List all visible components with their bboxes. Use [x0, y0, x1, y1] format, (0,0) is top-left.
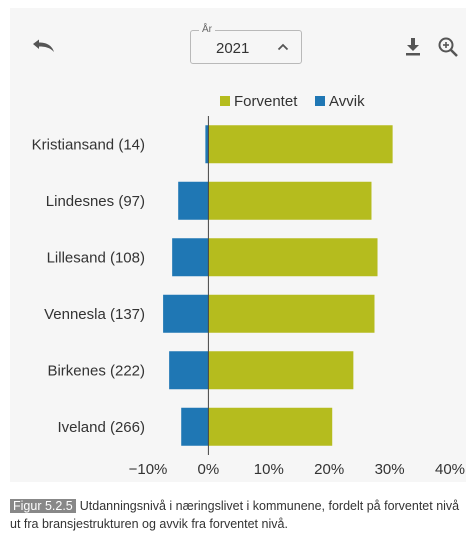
bar-avvik-2 — [178, 181, 209, 220]
bar-forventet-4 — [208, 294, 375, 333]
year-selector-label: År — [199, 23, 215, 37]
bar-avvik-1 — [205, 125, 209, 164]
legend-swatch-avvik — [315, 96, 325, 106]
bar-avvik-4 — [163, 294, 209, 333]
download-icon — [406, 38, 420, 56]
legend-label-avvik: Avvik — [329, 93, 365, 110]
caption-label: Figur 5.2.5 — [10, 499, 76, 513]
bar-forventet-1 — [208, 125, 393, 164]
x-tick-label: −10% — [129, 461, 168, 478]
y-tick-label: Birkenes (222) — [47, 362, 145, 379]
figure-caption: Figur 5.2.5 Utdanningsnivå i næringslivet… — [10, 497, 466, 533]
zoom-in-icon — [438, 37, 458, 57]
legend: Forventet Avvik — [220, 93, 365, 110]
y-tick-label: Vennesla (137) — [44, 306, 145, 323]
x-axis: −10% 0% 10% 20% 30% 40% — [129, 116, 465, 478]
y-tick-label: Iveland (266) — [57, 419, 145, 436]
bar-forventet-3 — [208, 238, 378, 277]
bar-avvik-3 — [172, 238, 209, 277]
bar-forventet-2 — [208, 181, 372, 220]
y-tick-label: Lillesand (108) — [47, 249, 145, 266]
zoom-button[interactable] — [436, 35, 460, 59]
undo-button[interactable] — [28, 36, 58, 58]
legend-label-forventet: Forventet — [234, 93, 298, 110]
x-tick-label: 30% — [375, 461, 405, 478]
bars — [163, 125, 393, 446]
year-selector[interactable]: År 2021 — [190, 23, 302, 64]
bar-avvik-5 — [169, 351, 209, 390]
year-value: 2021 — [216, 40, 250, 57]
chevron-up-icon[interactable] — [275, 39, 291, 55]
chart-panel: År 2021 Forventet Avvik Kristiansand (14)… — [10, 8, 466, 482]
y-axis-labels: Kristiansand (14) Lindesnes (97) Lillesand… — [32, 136, 145, 436]
bar-forventet-5 — [208, 351, 354, 390]
x-tick-label: 10% — [254, 461, 284, 478]
chart: Forventet Avvik Kristiansand (14) Lindesne… — [32, 93, 465, 478]
y-tick-label: Kristiansand (14) — [32, 136, 145, 153]
bar-avvik-6 — [181, 407, 209, 446]
y-tick-label: Lindesnes (97) — [46, 193, 145, 210]
x-tick-label: 20% — [314, 461, 344, 478]
bar-forventet-6 — [208, 407, 333, 446]
legend-swatch-forventet — [220, 96, 230, 106]
undo-arrow-icon — [33, 39, 54, 52]
x-tick-label: 0% — [198, 461, 220, 478]
caption-text: Utdanningsnivå i næringslivet i kommunen… — [10, 499, 460, 531]
download-button[interactable] — [402, 36, 424, 58]
x-tick-label: 40% — [435, 461, 465, 478]
